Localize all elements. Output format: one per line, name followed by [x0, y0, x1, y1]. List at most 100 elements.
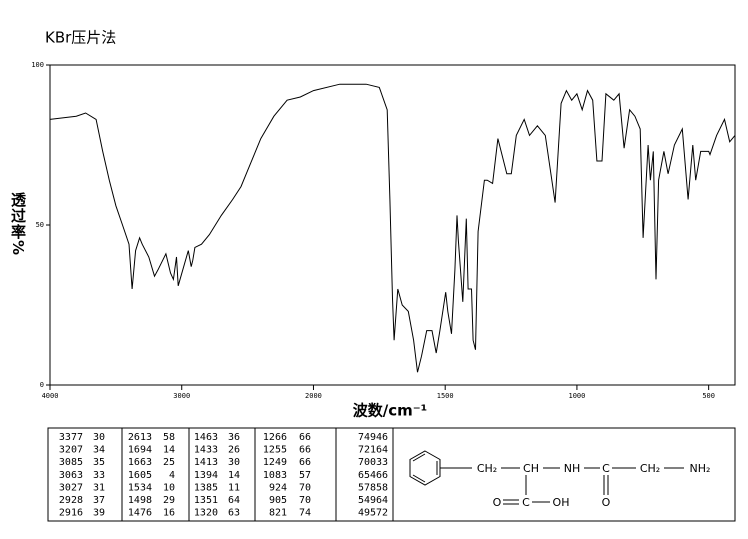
peak-transmittance: 33	[93, 470, 105, 481]
peak-wavenumber: 1413	[194, 457, 218, 468]
x-tick-label: 1000	[568, 392, 585, 400]
peak-wavenumber: 3085	[59, 457, 83, 468]
peak-transmittance: 30	[93, 432, 105, 443]
peak-transmittance: 72	[376, 508, 388, 519]
peak-wavenumber: 3377	[59, 432, 83, 443]
peak-wavenumber: 2928	[59, 495, 83, 506]
atom-label: C	[602, 462, 610, 475]
peak-transmittance: 63	[228, 508, 240, 519]
structure	[409, 450, 684, 505]
y-tick-label: 50	[36, 221, 44, 229]
atom-label: OH	[553, 496, 570, 509]
peak-wavenumber: 1498	[128, 495, 152, 506]
peak-wavenumber: 654	[358, 470, 376, 481]
bond	[412, 474, 426, 483]
x-tick-label: 3000	[173, 392, 190, 400]
peak-transmittance: 29	[163, 495, 175, 506]
peak-transmittance: 35	[93, 457, 105, 468]
atom-label: NH	[564, 462, 581, 475]
peak-wavenumber: 3027	[59, 482, 83, 493]
peak-wavenumber: 1463	[194, 432, 218, 443]
peak-transmittance: 58	[376, 482, 388, 493]
peak-transmittance: 66	[299, 445, 311, 456]
peak-transmittance: 64	[376, 495, 388, 506]
x-axis-label: 波数/cm⁻¹	[353, 402, 428, 420]
peak-wavenumber: 1083	[263, 470, 287, 481]
atom-label: CH₂	[477, 462, 497, 475]
peak-wavenumber: 1476	[128, 508, 152, 519]
peak-transmittance: 14	[163, 445, 175, 456]
peak-wavenumber: 1266	[263, 432, 287, 443]
peak-transmittance: 14	[228, 470, 240, 481]
peak-transmittance: 66	[299, 432, 311, 443]
peak-transmittance: 39	[93, 508, 105, 519]
atom-label: NH₂	[690, 462, 711, 475]
peak-transmittance: 58	[163, 432, 175, 443]
peak-wavenumber: 1351	[194, 495, 218, 506]
peak-wavenumber: 1605	[128, 470, 152, 481]
peak-transmittance: 64	[228, 495, 240, 506]
atom-label: CH₂	[640, 462, 660, 475]
peak-transmittance: 57	[299, 470, 311, 481]
peak-transmittance: 33	[376, 457, 388, 468]
y-axis-label: 透过率%	[9, 192, 27, 257]
atom-label: CH	[523, 462, 539, 475]
chart-title: KBr压片法	[45, 29, 116, 47]
x-tick-label: 500	[702, 392, 715, 400]
peak-wavenumber: 495	[358, 508, 376, 519]
peak-wavenumber: 1433	[194, 445, 218, 456]
peak-wavenumber: 549	[358, 495, 376, 506]
peak-transmittance: 70	[299, 482, 311, 493]
peak-wavenumber: 1255	[263, 445, 287, 456]
peak-transmittance: 26	[228, 445, 240, 456]
peak-transmittance: 10	[163, 482, 175, 493]
peak-transmittance: 30	[228, 457, 240, 468]
peak-transmittance: 66	[299, 457, 311, 468]
peak-wavenumber: 721	[358, 445, 376, 456]
peak-wavenumber: 1694	[128, 445, 152, 456]
peak-wavenumber: 749	[358, 432, 376, 443]
peak-transmittance: 64	[376, 445, 388, 456]
bond	[412, 453, 426, 462]
peak-transmittance: 70	[299, 495, 311, 506]
peak-transmittance: 31	[93, 482, 105, 493]
peak-wavenumber: 1385	[194, 482, 218, 493]
peak-transmittance: 4	[169, 470, 175, 481]
peak-wavenumber: 1249	[263, 457, 287, 468]
peak-transmittance: 11	[228, 482, 240, 493]
y-tick-label: 0	[40, 381, 44, 389]
peak-transmittance: 16	[163, 508, 175, 519]
peak-wavenumber: 3063	[59, 470, 83, 481]
peak-wavenumber: 905	[269, 495, 287, 506]
peak-transmittance: 36	[228, 432, 240, 443]
peak-wavenumber: 2916	[59, 508, 83, 519]
peak-transmittance: 46	[376, 432, 388, 443]
peak-transmittance: 74	[299, 508, 311, 519]
x-tick-label: 2000	[305, 392, 322, 400]
table-frame	[47, 427, 736, 522]
peak-transmittance: 25	[163, 457, 175, 468]
atom-label: O	[493, 496, 502, 509]
peak-transmittance: 37	[93, 495, 105, 506]
benzene-ring	[409, 450, 441, 486]
peak-transmittance: 66	[376, 470, 388, 481]
peak-transmittance: 34	[93, 445, 105, 456]
peak-wavenumber: 1394	[194, 470, 218, 481]
peak-wavenumber: 924	[269, 482, 287, 493]
atom-label: C	[522, 496, 530, 509]
peak-wavenumber: 1663	[128, 457, 152, 468]
peak-wavenumber: 821	[269, 508, 287, 519]
peak-wavenumber: 2613	[128, 432, 152, 443]
peak-wavenumber: 1320	[194, 508, 218, 519]
y-tick-label: 100	[31, 61, 44, 69]
peak-wavenumber: 578	[358, 482, 376, 493]
peak-wavenumber: 3207	[59, 445, 83, 456]
x-tick-label: 4000	[42, 392, 59, 400]
spectrum-line	[49, 83, 736, 373]
x-tick-label: 1500	[437, 392, 454, 400]
atom-label: O	[602, 496, 611, 509]
peak-wavenumber: 1534	[128, 482, 152, 493]
peak-wavenumber: 700	[358, 457, 376, 468]
